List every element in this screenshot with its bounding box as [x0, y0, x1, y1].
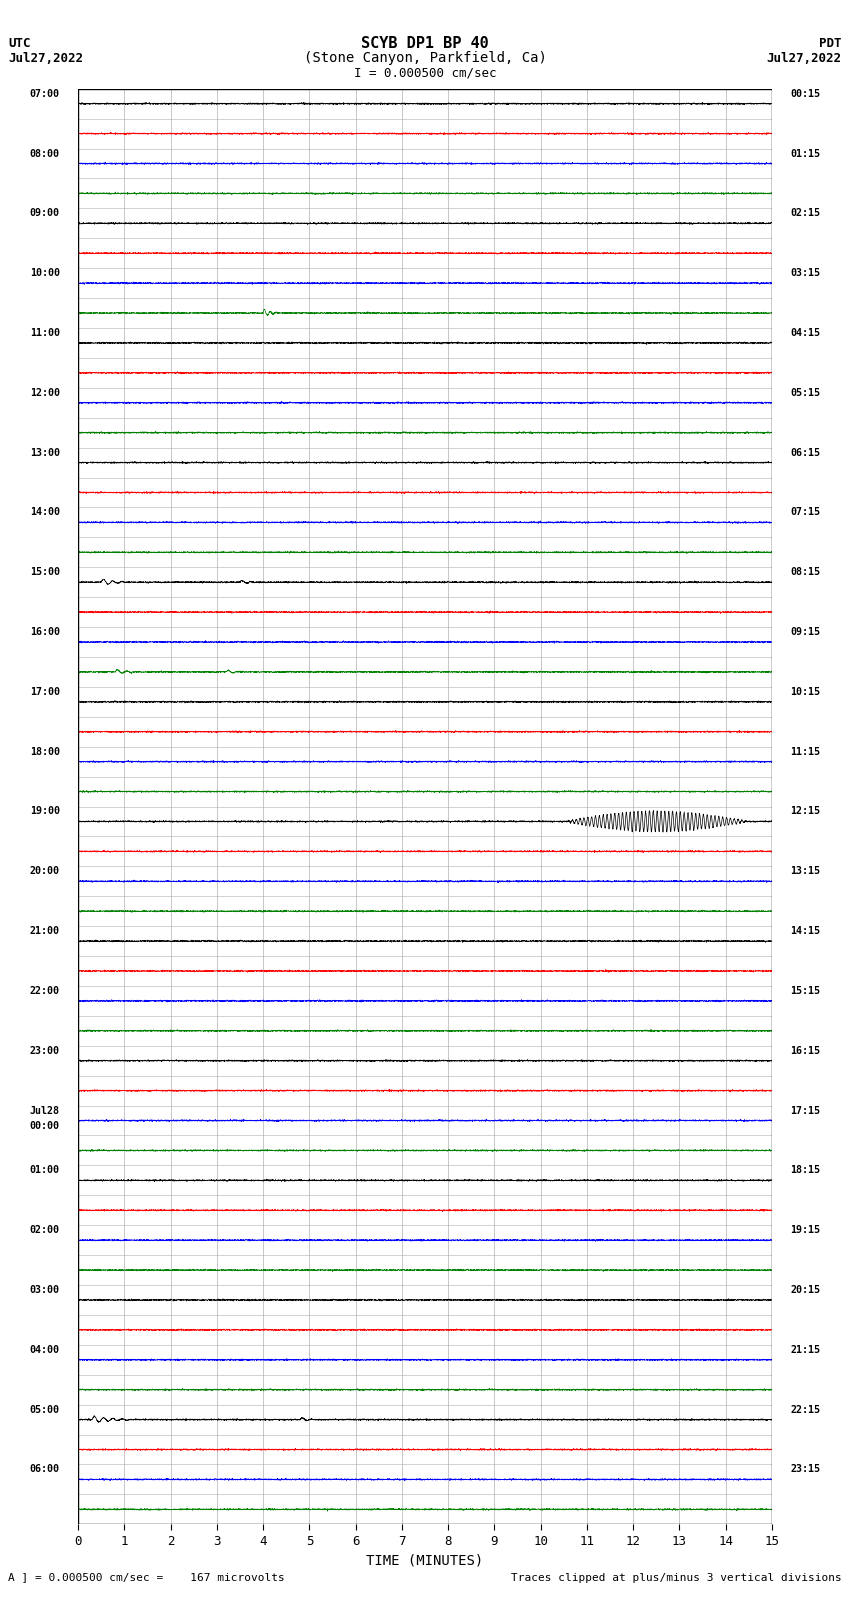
- Text: 04:00: 04:00: [30, 1345, 60, 1355]
- Text: 17:00: 17:00: [30, 687, 60, 697]
- Text: (Stone Canyon, Parkfield, Ca): (Stone Canyon, Parkfield, Ca): [303, 52, 547, 65]
- Text: UTC: UTC: [8, 37, 31, 50]
- Text: 23:15: 23:15: [790, 1465, 820, 1474]
- Text: 20:00: 20:00: [30, 866, 60, 876]
- Text: 19:15: 19:15: [790, 1226, 820, 1236]
- Text: 03:15: 03:15: [790, 268, 820, 277]
- Text: 14:00: 14:00: [30, 508, 60, 518]
- Text: 18:15: 18:15: [790, 1165, 820, 1176]
- Text: 08:00: 08:00: [30, 148, 60, 158]
- Text: 13:15: 13:15: [790, 866, 820, 876]
- Text: 06:15: 06:15: [790, 448, 820, 458]
- Text: 14:15: 14:15: [790, 926, 820, 936]
- Text: 16:15: 16:15: [790, 1045, 820, 1057]
- Text: 05:15: 05:15: [790, 387, 820, 398]
- Text: PDT: PDT: [819, 37, 842, 50]
- Text: 00:15: 00:15: [790, 89, 820, 98]
- Text: 03:00: 03:00: [30, 1286, 60, 1295]
- Text: 05:00: 05:00: [30, 1405, 60, 1415]
- Text: Traces clipped at plus/minus 3 vertical divisions: Traces clipped at plus/minus 3 vertical …: [511, 1573, 842, 1582]
- Text: A ] = 0.000500 cm/sec =    167 microvolts: A ] = 0.000500 cm/sec = 167 microvolts: [8, 1573, 286, 1582]
- Text: 09:00: 09:00: [30, 208, 60, 218]
- Text: 07:00: 07:00: [30, 89, 60, 98]
- Text: 18:00: 18:00: [30, 747, 60, 756]
- Text: 16:00: 16:00: [30, 627, 60, 637]
- Text: 11:15: 11:15: [790, 747, 820, 756]
- Text: 17:15: 17:15: [790, 1105, 820, 1116]
- Text: 01:15: 01:15: [790, 148, 820, 158]
- Text: 06:00: 06:00: [30, 1465, 60, 1474]
- Text: 10:00: 10:00: [30, 268, 60, 277]
- Text: 07:15: 07:15: [790, 508, 820, 518]
- Text: 23:00: 23:00: [30, 1045, 60, 1057]
- Text: 22:00: 22:00: [30, 986, 60, 995]
- Text: Jul27,2022: Jul27,2022: [8, 52, 83, 65]
- Text: 15:00: 15:00: [30, 568, 60, 577]
- Text: 09:15: 09:15: [790, 627, 820, 637]
- Text: 12:15: 12:15: [790, 806, 820, 816]
- Text: 01:00: 01:00: [30, 1165, 60, 1176]
- Text: 21:00: 21:00: [30, 926, 60, 936]
- Text: 00:00: 00:00: [30, 1121, 60, 1131]
- Text: Jul28: Jul28: [30, 1105, 60, 1116]
- Text: 10:15: 10:15: [790, 687, 820, 697]
- Text: 02:00: 02:00: [30, 1226, 60, 1236]
- Text: 15:15: 15:15: [790, 986, 820, 995]
- Text: 13:00: 13:00: [30, 448, 60, 458]
- Text: 04:15: 04:15: [790, 327, 820, 339]
- Text: Jul27,2022: Jul27,2022: [767, 52, 842, 65]
- Text: I = 0.000500 cm/sec: I = 0.000500 cm/sec: [354, 66, 496, 79]
- Text: 02:15: 02:15: [790, 208, 820, 218]
- Text: 08:15: 08:15: [790, 568, 820, 577]
- Text: 11:00: 11:00: [30, 327, 60, 339]
- Text: 19:00: 19:00: [30, 806, 60, 816]
- Text: 21:15: 21:15: [790, 1345, 820, 1355]
- Text: 20:15: 20:15: [790, 1286, 820, 1295]
- Text: 12:00: 12:00: [30, 387, 60, 398]
- Text: 22:15: 22:15: [790, 1405, 820, 1415]
- X-axis label: TIME (MINUTES): TIME (MINUTES): [366, 1553, 484, 1568]
- Text: SCYB DP1 BP 40: SCYB DP1 BP 40: [361, 35, 489, 52]
